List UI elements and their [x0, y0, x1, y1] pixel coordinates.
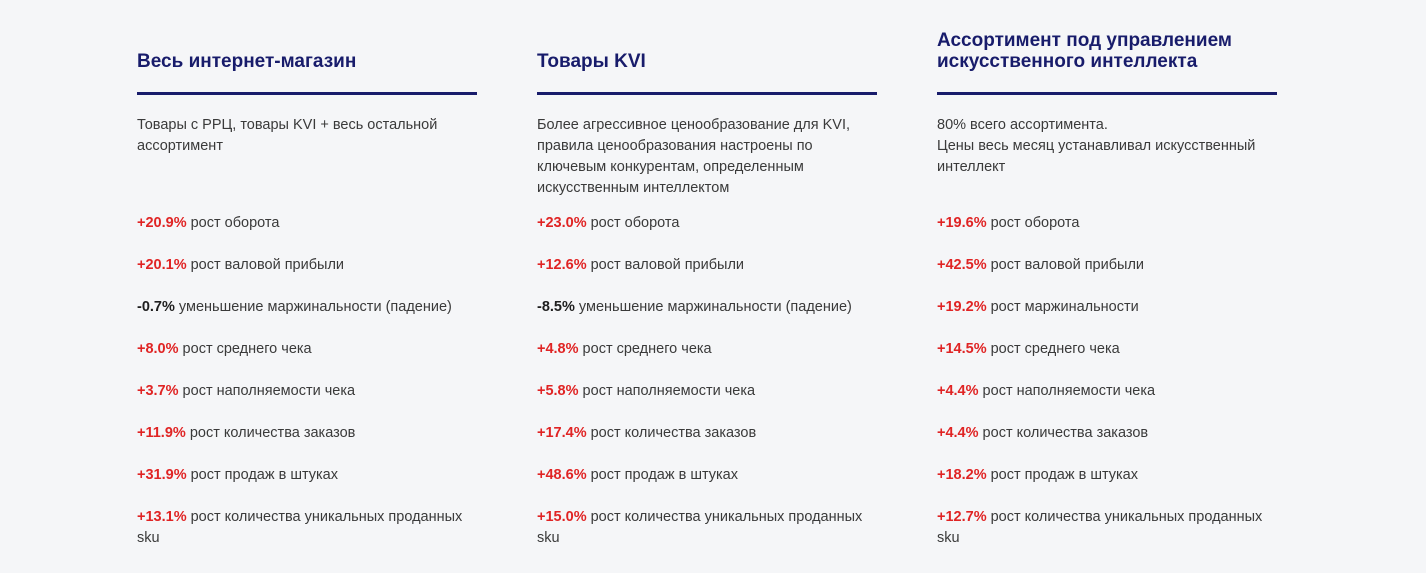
metric-value: +14.5% — [937, 341, 987, 357]
metrics-list: +19.6% рост оборота +42.5% рост валовой … — [937, 213, 1277, 549]
metric-value: +42.5% — [937, 257, 987, 273]
column-divider — [937, 92, 1277, 95]
metric-label: рост валовой прибыли — [186, 257, 344, 273]
metric-label: рост количества уникальных проданных sku — [537, 509, 863, 546]
metric-item: +42.5% рост валовой прибыли — [937, 255, 1277, 276]
column-divider — [537, 92, 877, 95]
metric-value: +15.0% — [537, 509, 587, 525]
metric-value: +5.8% — [537, 383, 579, 399]
metric-label: рост продаж в штуках — [986, 467, 1138, 483]
metric-label: рост валовой прибыли — [986, 257, 1144, 273]
column-divider — [137, 92, 477, 95]
metric-label: уменьшение маржинальности (падение) — [174, 299, 452, 315]
metric-value: +23.0% — [537, 215, 587, 231]
column-title-wrap: Товары KVI — [537, 0, 877, 92]
metric-label: рост среднего чека — [578, 341, 712, 357]
metric-item: -8.5% уменьшение маржинальности (падение… — [537, 297, 877, 318]
metric-label: рост валовой прибыли — [586, 257, 744, 273]
metric-value: +12.7% — [937, 509, 987, 525]
metrics-list: +23.0% рост оборота +12.6% рост валовой … — [537, 213, 877, 549]
metric-label: рост количества заказов — [185, 425, 356, 441]
column-title-wrap: Ассортимент под управлением искусственно… — [937, 0, 1277, 92]
metric-value: +4.4% — [937, 425, 979, 441]
metric-label: рост количества заказов — [586, 425, 757, 441]
metric-item: +48.6% рост продаж в штуках — [537, 465, 877, 486]
metric-item: +19.2% рост маржинальности — [937, 297, 1277, 318]
metric-value: +11.9% — [137, 425, 186, 441]
metric-label: рост среднего чека — [178, 341, 312, 357]
metric-value: +12.6% — [537, 257, 587, 273]
column-title: Весь интернет-магазин — [137, 51, 357, 72]
metric-item: +12.7% рост количества уникальных продан… — [937, 507, 1277, 549]
metric-item: +4.8% рост среднего чека — [537, 339, 877, 360]
metric-item: +20.1% рост валовой прибыли — [137, 255, 477, 276]
metric-item: +31.9% рост продаж в штуках — [137, 465, 477, 486]
column-description: Более агрессивное ценообразование для KV… — [537, 115, 877, 213]
metric-value: +18.2% — [937, 467, 987, 483]
metric-label: рост маржинальности — [986, 299, 1139, 315]
metric-item: +13.1% рост количества уникальных продан… — [137, 507, 477, 549]
metric-label: рост оборота — [586, 215, 680, 231]
column-title: Ассортимент под управлением искусственно… — [937, 30, 1232, 72]
metric-item: +5.8% рост наполняемости чека — [537, 381, 877, 402]
metric-value: +3.7% — [137, 383, 179, 399]
metric-item: +4.4% рост количества заказов — [937, 423, 1277, 444]
metric-label: рост количества уникальных проданных sku — [137, 509, 463, 546]
metric-label: рост количества заказов — [978, 425, 1149, 441]
column-description: 80% всего ассортимента. Цены весь месяц … — [937, 115, 1277, 213]
metric-value: +13.1% — [137, 509, 187, 525]
column-whole-store: Весь интернет-магазин Товары с РРЦ, това… — [137, 0, 477, 570]
metric-item: +19.6% рост оборота — [937, 213, 1277, 234]
column-description: Товары с РРЦ, товары KVI + весь остально… — [137, 115, 477, 213]
metric-item: +8.0% рост среднего чека — [137, 339, 477, 360]
metric-item: +14.5% рост среднего чека — [937, 339, 1277, 360]
metric-item: +12.6% рост валовой прибыли — [537, 255, 877, 276]
metric-value: +48.6% — [537, 467, 587, 483]
metrics-list: +20.9% рост оборота +20.1% рост валовой … — [137, 213, 477, 549]
metric-item: -0.7% уменьшение маржинальности (падение… — [137, 297, 477, 318]
column-kvi-products: Товары KVI Более агрессивное ценообразов… — [537, 0, 877, 570]
metric-value: +19.6% — [937, 215, 987, 231]
description-line: Цены весь месяц устанавливал искусственн… — [937, 138, 1256, 175]
metric-item: +17.4% рост количества заказов — [537, 423, 877, 444]
metric-label: рост оборота — [186, 215, 280, 231]
metric-value: -0.7% — [137, 299, 175, 315]
metric-value: +4.8% — [537, 341, 579, 357]
metric-item: +23.0% рост оборота — [537, 213, 877, 234]
metric-value: +20.1% — [137, 257, 187, 273]
metric-item: +3.7% рост наполняемости чека — [137, 381, 477, 402]
metric-label: рост среднего чека — [986, 341, 1120, 357]
metric-label: рост наполняемости чека — [578, 383, 756, 399]
metric-item: +18.2% рост продаж в штуках — [937, 465, 1277, 486]
metric-label: рост наполняемости чека — [978, 383, 1156, 399]
comparison-columns: Весь интернет-магазин Товары с РРЦ, това… — [137, 0, 1277, 570]
column-title: Товары KVI — [537, 51, 646, 72]
metric-label: рост продаж в штуках — [586, 467, 738, 483]
description-line: 80% всего ассортимента. — [937, 117, 1108, 133]
metric-value: +8.0% — [137, 341, 179, 357]
column-ai-assortment: Ассортимент под управлением искусственно… — [937, 0, 1277, 570]
metric-item: +20.9% рост оборота — [137, 213, 477, 234]
metric-item: +11.9% рост количества заказов — [137, 423, 477, 444]
metric-value: +17.4% — [537, 425, 587, 441]
description-line: Более агрессивное ценообразование для KV… — [537, 117, 850, 196]
metric-value: +19.2% — [937, 299, 987, 315]
metric-label: рост продаж в штуках — [186, 467, 338, 483]
metric-label: уменьшение маржинальности (падение) — [574, 299, 852, 315]
metric-label: рост количества уникальных проданных sku — [937, 509, 1263, 546]
metric-label: рост оборота — [986, 215, 1080, 231]
metric-value: +20.9% — [137, 215, 187, 231]
metric-value: +31.9% — [137, 467, 187, 483]
metric-value: +4.4% — [937, 383, 979, 399]
metric-value: -8.5% — [537, 299, 575, 315]
metric-item: +4.4% рост наполняемости чека — [937, 381, 1277, 402]
column-title-wrap: Весь интернет-магазин — [137, 0, 477, 92]
metric-label: рост наполняемости чека — [178, 383, 356, 399]
description-line: Товары с РРЦ, товары KVI + весь остально… — [137, 117, 438, 154]
metric-item: +15.0% рост количества уникальных продан… — [537, 507, 877, 549]
